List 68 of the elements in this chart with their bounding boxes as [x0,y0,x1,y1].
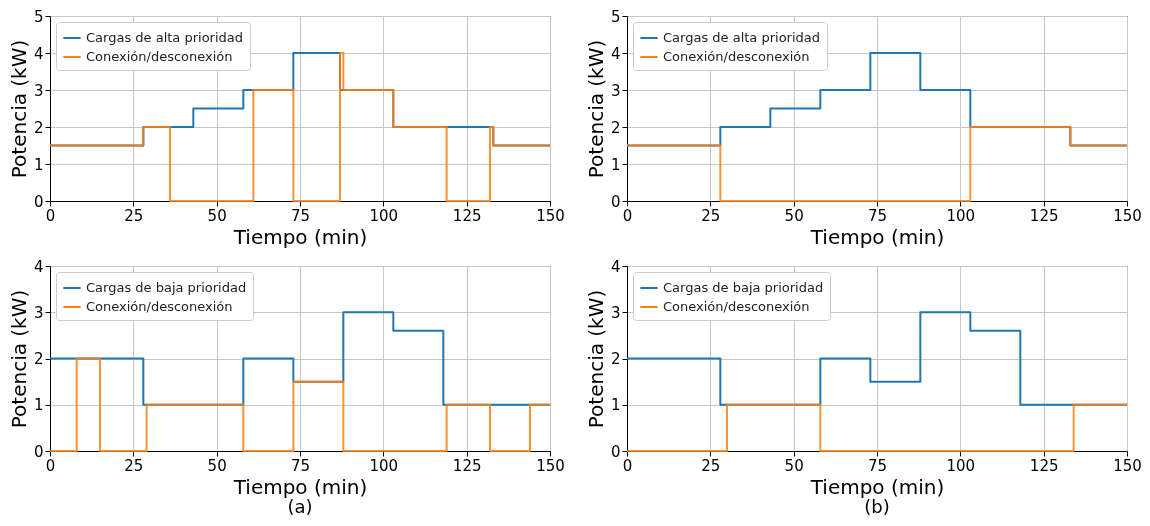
y-tick-label: 0 [610,442,621,461]
x-tick-label: 150 [1113,206,1142,225]
x-tick-label: 75 [290,206,311,225]
y-tick-label: 1 [610,396,621,415]
y-tick-label: 3 [610,81,621,100]
x-tick-label: 100 [946,206,976,225]
x-tick-label: 75 [867,206,888,225]
x-tick-label: 0 [622,206,633,225]
legend-label: Conexión/desconexión [86,299,233,314]
y-axis-title: Potencia (kW) [6,289,31,429]
legend-label: Conexión/desconexión [663,299,810,314]
x-tick-label: 25 [124,206,144,225]
text: (b) [864,496,890,517]
x-tick-label: 100 [369,206,399,225]
y-tick-label: 2 [610,118,621,137]
legend-label: Cargas de baja prioridad [663,280,824,295]
legend-label: Cargas de baja prioridad [86,280,247,295]
x-tick-label: 50 [784,456,804,475]
x-tick-label: 150 [1113,456,1142,475]
y-tick-label: 3 [610,303,621,322]
x-tick-label: 125 [1029,456,1059,475]
x-tick-label: 0 [622,456,633,475]
y-tick-label: 5 [33,7,44,26]
x-tick-label: 150 [536,456,565,475]
y-tick-label: 0 [33,442,44,461]
x-axis-title: Tiempo (min) [809,474,945,499]
y-tick-label: 0 [610,192,621,211]
x-tick-label: 25 [701,456,721,475]
x-tick-label: 100 [946,456,976,475]
y-tick-label: 4 [610,257,621,276]
y-tick-label: 4 [33,257,44,276]
y-tick-label: 3 [33,303,44,322]
x-tick-label: 50 [784,206,804,225]
legend-label: Cargas de alta prioridad [663,30,821,45]
x-tick-label: 50 [207,206,227,225]
x-tick-label: 75 [290,456,311,475]
x-tick-label: 25 [124,456,144,475]
x-axis-title: Tiempo (min) [232,224,368,249]
x-tick-label: 25 [701,206,721,225]
y-tick-label: 1 [33,155,44,174]
x-tick-label: 0 [45,456,56,475]
y-tick-label: 2 [610,350,621,368]
y-axis-title: Potencia (kW) [583,289,608,429]
x-tick-label: 125 [452,456,482,475]
y-tick-label: 1 [33,396,44,415]
legend-label: Conexión/desconexión [86,49,233,64]
y-tick-label: 0 [33,192,44,211]
text: (a) [287,496,313,517]
x-tick-label: 125 [452,206,482,225]
y-tick-label: 2 [33,350,44,368]
legend-label: Cargas de alta prioridad [86,30,244,45]
y-tick-label: 3 [33,81,44,100]
y-tick-label: 4 [33,44,44,63]
x-tick-label: 0 [45,206,56,225]
x-tick-label: 125 [1029,206,1059,225]
y-axis-title: Potencia (kW) [583,39,608,179]
y-tick-label: 5 [610,7,621,26]
x-axis-title: Tiempo (min) [232,474,368,499]
x-axis-title: Tiempo (min) [809,224,945,249]
legend-label: Conexión/desconexión [663,49,810,64]
x-tick-label: 150 [536,206,565,225]
y-tick-label: 4 [610,44,621,63]
x-tick-label: 100 [369,456,399,475]
y-tick-label: 1 [610,155,621,174]
y-axis-title: Potencia (kW) [6,39,31,179]
x-tick-label: 50 [207,456,227,475]
y-tick-label: 2 [33,118,44,137]
x-tick-label: 75 [867,456,888,475]
